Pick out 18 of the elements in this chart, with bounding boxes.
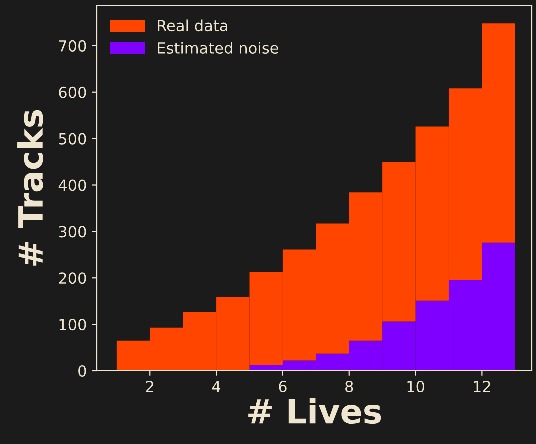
y-tick-label: 500 [59, 133, 86, 145]
y-tick-label: 200 [59, 272, 86, 284]
x-tick-label: 6 [279, 380, 287, 393]
x-axis-title: # Lives [248, 398, 382, 424]
x-tick-label: 10 [408, 380, 424, 393]
legend-label: Estimated noise [158, 42, 278, 54]
y-axis-title: # Tracks [18, 110, 44, 266]
y-tick-label: 0 [78, 365, 86, 378]
y-tick-label: 100 [60, 319, 86, 331]
legend-label: Real data [158, 20, 228, 32]
x-tick-label: 2 [146, 380, 154, 392]
y-tick-label: 700 [59, 40, 86, 52]
y-tick-label: 300 [59, 226, 86, 238]
x-tick-label: 12 [474, 380, 490, 392]
y-tick-label: 600 [59, 86, 86, 98]
y-tick-label: 400 [58, 180, 86, 192]
x-tick-label: 4 [212, 381, 221, 392]
x-tick-label: 8 [346, 380, 354, 393]
